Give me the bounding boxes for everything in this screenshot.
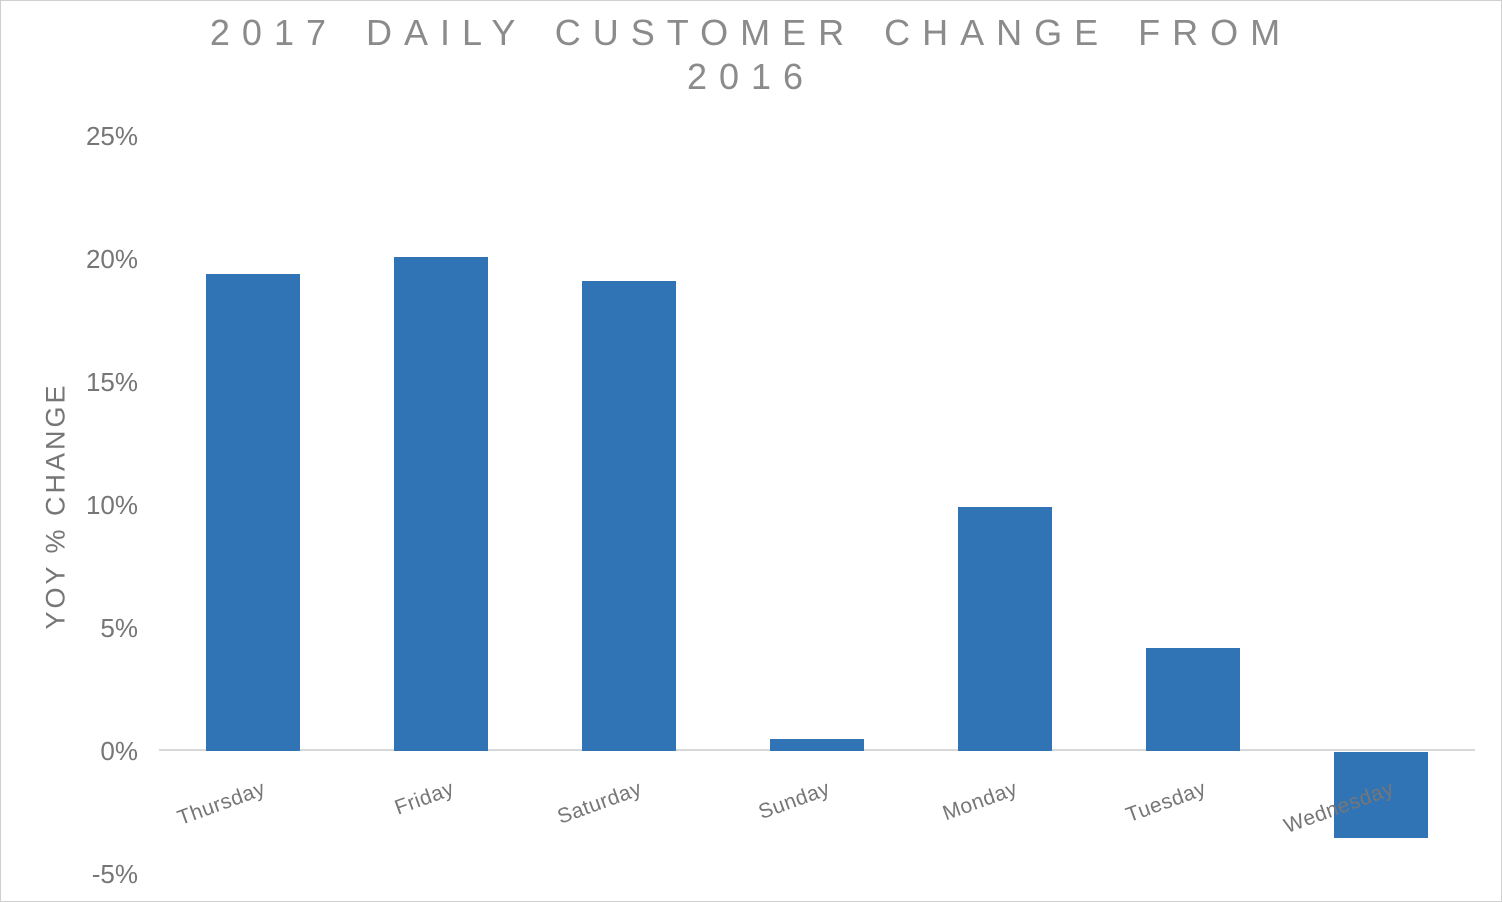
bar-friday[interactable]	[394, 256, 488, 751]
y-tick-label-15: 15%	[85, 367, 138, 397]
y-tick-label-10: 10%	[85, 490, 138, 520]
x-label-sunday: Sunday	[755, 777, 833, 825]
chart-title-line1: 2017 DAILY CUSTOMER CHANGE FROM	[209, 12, 1293, 53]
x-label-monday: Monday	[939, 777, 1021, 826]
y-tick-label--5: -5%	[91, 859, 138, 889]
x-label-friday: Friday	[391, 777, 457, 820]
bar-thursday[interactable]	[206, 273, 300, 751]
chart-title-line2: 2016	[686, 56, 816, 97]
x-label-thursday: Thursday	[174, 777, 269, 830]
y-tick-label-5: 5%	[100, 613, 138, 643]
x-label-saturday: Saturday	[554, 777, 645, 829]
chart-title: 2017 DAILY CUSTOMER CHANGE FROM 2016	[1, 11, 1501, 99]
bar-saturday[interactable]	[582, 281, 676, 751]
bar-wednesday[interactable]	[1334, 752, 1428, 839]
x-label-tuesday: Tuesday	[1122, 777, 1209, 828]
bar-monday[interactable]	[958, 507, 1052, 751]
bar-sunday[interactable]	[770, 738, 864, 751]
y-tick-label-25: 25%	[85, 121, 138, 151]
y-tick-label-0: 0%	[100, 736, 138, 766]
y-axis-title: YOY % CHANGE	[40, 382, 71, 630]
bar-tuesday[interactable]	[1146, 647, 1240, 751]
y-tick-label-20: 20%	[85, 244, 138, 274]
